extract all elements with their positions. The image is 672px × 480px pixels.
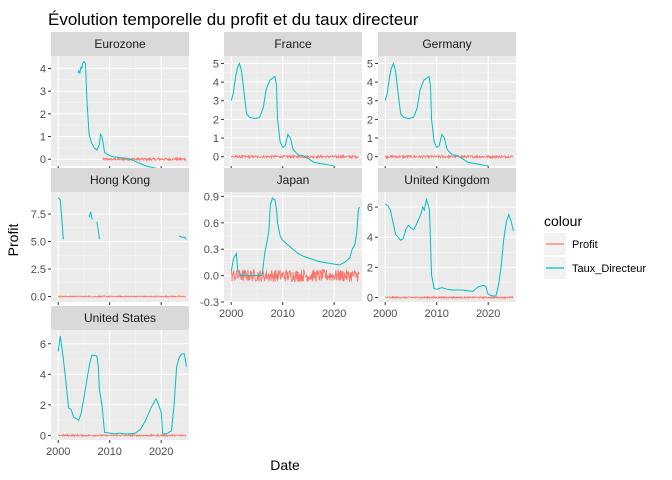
y-tick-label: 3: [213, 96, 219, 108]
panel-background: [51, 330, 189, 440]
y-tick-label: 5: [367, 58, 373, 70]
facet-strip-label: Eurozone: [94, 37, 146, 51]
series-profit-line: [102, 156, 187, 162]
y-tick-label: 2: [40, 109, 46, 121]
y-tick-label: 4: [367, 77, 373, 89]
series-taux-directeur-line: [384, 61, 489, 167]
y-tick-label: 6: [367, 202, 373, 214]
legend-entry-taux-directeur: Taux_Directeur: [544, 257, 646, 279]
y-tick-label: 0.9: [204, 191, 219, 203]
series-taux-directeur-line: [57, 336, 187, 435]
y-tick-label: 0: [40, 154, 46, 166]
facet-germany: Germany 0 1 2 3 4 5: [367, 32, 516, 169]
legend: colour Profit Taux_Directeur: [544, 213, 646, 279]
y-tick-label: 4: [40, 369, 46, 381]
panel-background: [224, 192, 362, 302]
y-axis-label: Profit: [5, 224, 21, 257]
panel-background: [51, 56, 189, 166]
y-tick-label: -0.3: [200, 297, 219, 309]
series-profit-line: [57, 294, 187, 299]
y-tick-label: 5: [213, 58, 219, 70]
x-tick-label: 2010: [97, 446, 121, 458]
y-tick-label: 3: [367, 96, 373, 108]
y-tick-label: 1: [213, 133, 219, 145]
y-tick-label: 4: [213, 77, 219, 89]
x-tick-label: 2000: [373, 308, 397, 320]
x-tick-label: 2010: [424, 308, 448, 320]
panel-background: [378, 192, 516, 302]
facet-strip: [51, 32, 189, 56]
y-tick-label: 0.3: [204, 244, 219, 256]
y-tick-label: 0: [367, 292, 373, 304]
series-taux-directeur-line: [179, 235, 187, 240]
x-axis-label: Date: [270, 457, 300, 473]
y-tick-label: 1: [40, 132, 46, 144]
facet-eurozone: Eurozone 0 1 2 3 4: [40, 32, 189, 170]
facet-strip: [51, 306, 189, 330]
y-tick-label: 7.5: [31, 209, 46, 221]
facet-strip: [224, 32, 362, 56]
series-taux-directeur-line: [77, 60, 160, 170]
y-tick-label: 1: [367, 133, 373, 145]
y-tick-label: 2.5: [31, 264, 46, 276]
y-tick-label: 4: [367, 232, 373, 244]
facet-united-kingdom: United Kingdom 0 2 4 6 2000 2010 2020: [367, 168, 516, 320]
y-tick-label: 2: [40, 400, 46, 412]
panel-background: [51, 192, 189, 302]
legend-entry-label: Taux_Directeur: [572, 263, 646, 275]
series-taux-directeur-line: [230, 197, 360, 277]
x-tick-label: 2000: [46, 446, 70, 458]
series-profit-line: [385, 295, 514, 300]
legend-title: colour: [544, 213, 582, 229]
facet-strip-label: Hong Kong: [90, 173, 150, 187]
facet-hong-kong: Hong Kong 0.0 2.5 5.0 7.5: [31, 168, 189, 305]
y-tick-label: 0.0: [204, 271, 219, 283]
facet-strip-label: Japan: [277, 173, 310, 187]
facet-strip-label: United States: [84, 311, 156, 325]
y-tick-label: 0: [367, 152, 373, 164]
x-tick-label: 2010: [270, 308, 294, 320]
facet-strip: [224, 168, 362, 192]
facet-strip-label: France: [274, 37, 312, 51]
legend-entry-label: Profit: [572, 239, 598, 251]
facet-france: France 0 1 2 3 4 5: [213, 32, 362, 169]
facet-strip-label: Germany: [422, 37, 471, 51]
series-taux-directeur-line: [384, 197, 514, 297]
series-profit-line: [384, 153, 514, 160]
chart-title: Évolution temporelle du profit et du tau…: [48, 10, 419, 29]
x-tick-label: 2020: [149, 446, 173, 458]
series-taux-directeur-line: [88, 211, 93, 220]
series-profit-line: [230, 268, 360, 283]
x-tick-label: 2020: [476, 308, 500, 320]
series-taux-directeur-line: [230, 61, 335, 167]
facet-united-states: United States 0 2 4 6 2000 2010 2020: [40, 306, 189, 458]
facet-panels: Eurozone 0 1 2 3 4 France 0 1 2 3 4 5 Germany 0 1 2 3 4 5 Ho…: [31, 32, 516, 458]
x-tick-label: 2020: [322, 308, 346, 320]
y-tick-label: 6: [40, 339, 46, 351]
facet-strip: [378, 32, 516, 56]
y-tick-label: 3: [40, 86, 46, 98]
y-tick-label: 0: [213, 152, 219, 164]
y-tick-label: 0.0: [31, 292, 46, 304]
facet-strip-label: United Kingdom: [404, 173, 489, 187]
y-tick-label: 2: [213, 114, 219, 126]
y-tick-label: 5.0: [31, 237, 46, 249]
series-profit-line: [231, 153, 360, 160]
legend-entry-profit: Profit: [544, 233, 598, 255]
series-profit-line: [58, 433, 187, 438]
series-taux-directeur-line: [96, 221, 100, 240]
facet-strip: [51, 168, 189, 192]
y-tick-label: 0.6: [204, 218, 219, 230]
y-tick-label: 4: [40, 63, 46, 75]
y-tick-label: 2: [367, 262, 373, 274]
y-tick-label: 0: [40, 430, 46, 442]
facet-japan: Japan -0.3 0.0 0.3 0.6 0.9 2000 2010 2020: [200, 168, 362, 320]
series-taux-directeur-line: [57, 197, 64, 240]
x-tick-label: 2000: [219, 308, 243, 320]
y-tick-label: 2: [367, 114, 373, 126]
facet-strip: [378, 168, 516, 192]
